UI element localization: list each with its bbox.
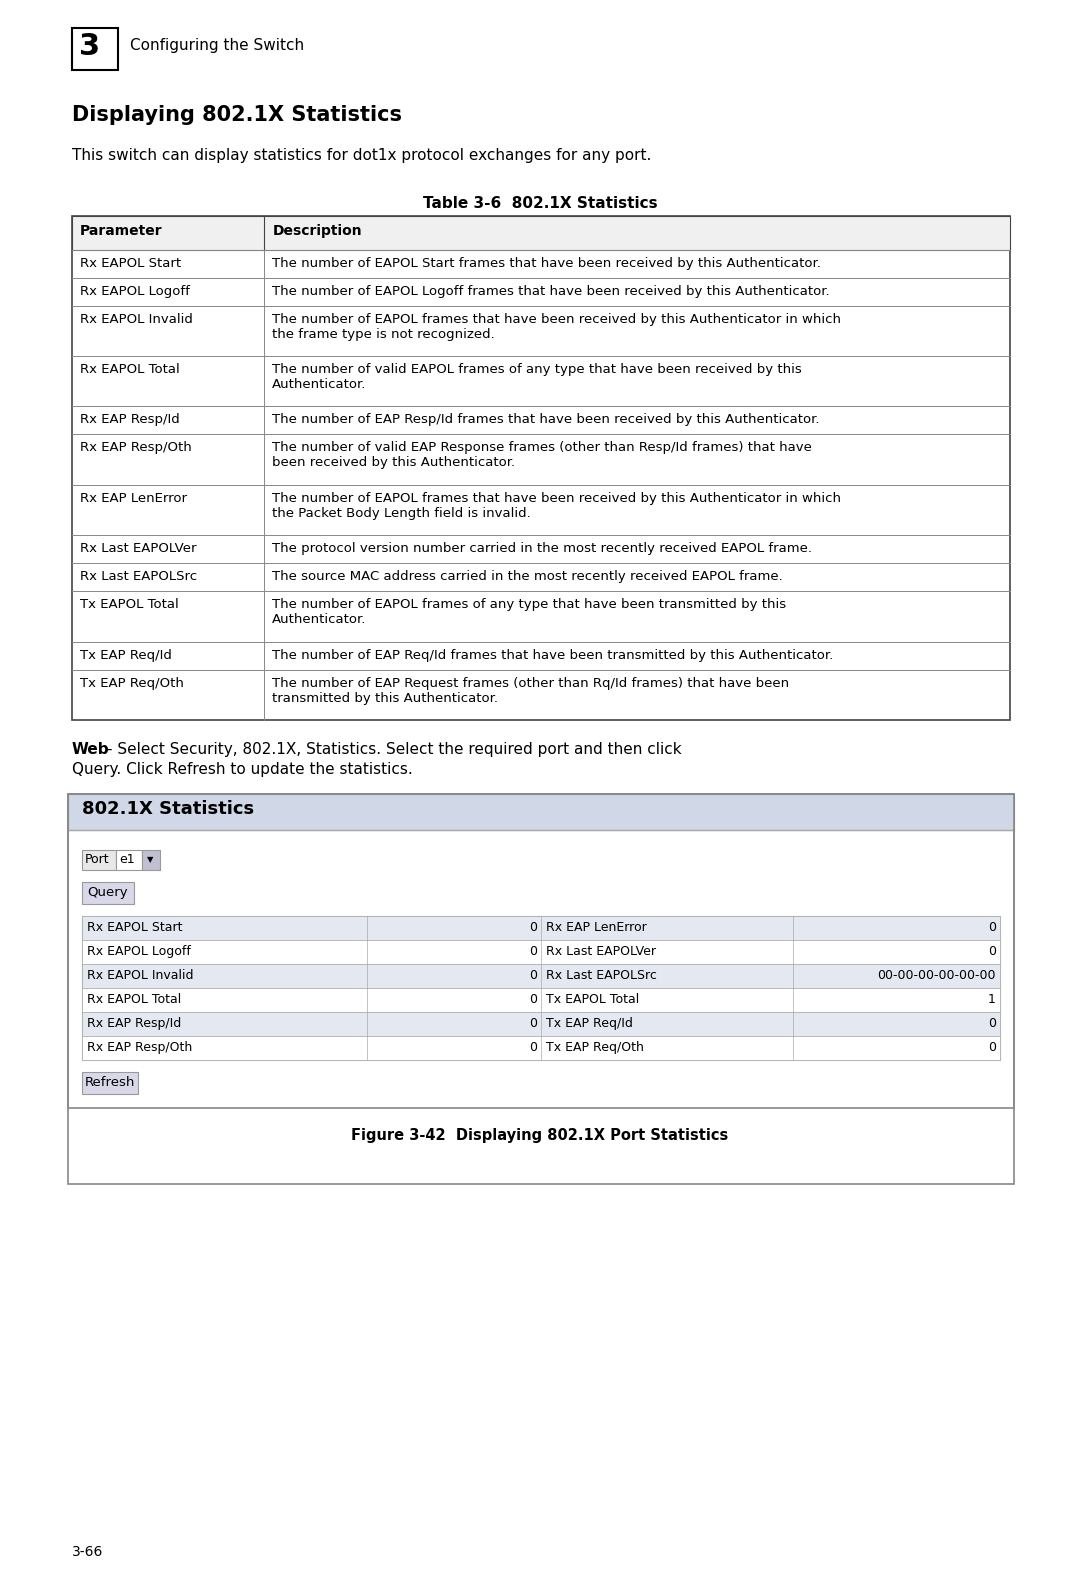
Text: The number of EAP Request frames (other than Rq/Id frames) that have been
transm: The number of EAP Request frames (other … xyxy=(272,677,789,705)
Text: 3: 3 xyxy=(79,31,100,61)
Text: Rx EAPOL Start: Rx EAPOL Start xyxy=(87,922,183,934)
Bar xyxy=(68,794,1014,1108)
Text: – Select Security, 802.1X, Statistics. Select the required port and then click: – Select Security, 802.1X, Statistics. S… xyxy=(100,743,681,757)
Bar xyxy=(82,988,1000,1013)
Text: Rx EAPOL Logoff: Rx EAPOL Logoff xyxy=(80,284,190,298)
Text: Rx EAPOL Total: Rx EAPOL Total xyxy=(87,992,181,1006)
Text: The protocol version number carried in the most recently received EAPOL frame.: The protocol version number carried in t… xyxy=(272,542,812,556)
Text: Rx Last EAPOLVer: Rx Last EAPOLVer xyxy=(546,945,656,958)
Text: 0: 0 xyxy=(988,922,996,934)
Text: 0: 0 xyxy=(529,945,537,958)
Text: ▼: ▼ xyxy=(147,856,153,864)
Bar xyxy=(82,940,1000,964)
Bar xyxy=(116,849,141,870)
Text: The number of EAPOL frames of any type that have been transmitted by this
Authen: The number of EAPOL frames of any type t… xyxy=(272,598,786,626)
Text: 802.1X Statistics: 802.1X Statistics xyxy=(82,801,254,818)
Text: Rx EAPOL Invalid: Rx EAPOL Invalid xyxy=(87,969,193,981)
Text: 0: 0 xyxy=(529,992,537,1006)
Text: 0: 0 xyxy=(988,1041,996,1053)
Bar xyxy=(82,915,1000,940)
Bar xyxy=(72,28,118,71)
Text: Configuring the Switch: Configuring the Switch xyxy=(130,38,305,53)
Bar xyxy=(82,964,1000,988)
Text: Rx EAP Resp/Id: Rx EAP Resp/Id xyxy=(80,413,179,427)
Bar xyxy=(72,217,1010,721)
Text: Tx EAP Req/Oth: Tx EAP Req/Oth xyxy=(546,1041,644,1053)
Text: Parameter: Parameter xyxy=(80,225,163,239)
Bar xyxy=(82,915,1000,1060)
Text: 0: 0 xyxy=(529,922,537,934)
Text: The number of EAPOL Start frames that have been received by this Authenticator.: The number of EAPOL Start frames that ha… xyxy=(272,256,821,270)
Bar xyxy=(82,1013,1000,1036)
Bar xyxy=(82,882,134,904)
Text: Rx EAPOL Start: Rx EAPOL Start xyxy=(80,256,181,270)
Text: The number of EAP Req/Id frames that have been transmitted by this Authenticator: The number of EAP Req/Id frames that hav… xyxy=(272,648,834,661)
Text: Rx Last EAPOLVer: Rx Last EAPOLVer xyxy=(80,542,197,556)
Text: Port: Port xyxy=(85,853,110,867)
Text: This switch can display statistics for dot1x protocol exchanges for any port.: This switch can display statistics for d… xyxy=(72,148,651,163)
Text: Tx EAP Req/Id: Tx EAP Req/Id xyxy=(80,648,172,661)
Text: 1: 1 xyxy=(988,992,996,1006)
Text: Rx EAP Resp/Oth: Rx EAP Resp/Oth xyxy=(80,441,192,454)
Text: Tx EAPOL Total: Tx EAPOL Total xyxy=(80,598,179,611)
Bar xyxy=(82,1036,1000,1060)
Text: Tx EAP Req/Id: Tx EAP Req/Id xyxy=(546,1017,633,1030)
Text: Query. Click Refresh to update the statistics.: Query. Click Refresh to update the stati… xyxy=(72,761,413,777)
Text: The number of EAPOL frames that have been received by this Authenticator in whic: The number of EAPOL frames that have bee… xyxy=(272,491,841,520)
Text: Tx EAPOL Total: Tx EAPOL Total xyxy=(546,992,639,1006)
Text: Rx EAP LenError: Rx EAP LenError xyxy=(546,922,647,934)
Text: e1: e1 xyxy=(119,853,135,867)
Text: Rx EAP LenError: Rx EAP LenError xyxy=(80,491,187,506)
Bar xyxy=(68,794,1014,831)
Text: The number of EAP Resp/Id frames that have been received by this Authenticator.: The number of EAP Resp/Id frames that ha… xyxy=(272,413,820,427)
Text: Rx EAP Resp/Id: Rx EAP Resp/Id xyxy=(87,1017,181,1030)
Text: The source MAC address carried in the most recently received EAPOL frame.: The source MAC address carried in the mo… xyxy=(272,570,783,582)
Text: 00-00-00-00-00-00: 00-00-00-00-00-00 xyxy=(877,969,996,981)
Text: The number of EAPOL Logoff frames that have been received by this Authenticator.: The number of EAPOL Logoff frames that h… xyxy=(272,284,829,298)
Text: Rx EAPOL Logoff: Rx EAPOL Logoff xyxy=(87,945,191,958)
Text: Displaying 802.1X Statistics: Displaying 802.1X Statistics xyxy=(72,105,402,126)
Bar xyxy=(82,849,116,870)
Text: 0: 0 xyxy=(988,1017,996,1030)
Text: 0: 0 xyxy=(529,1041,537,1053)
Bar xyxy=(141,849,160,870)
Bar xyxy=(72,28,76,71)
Text: Rx EAP Resp/Oth: Rx EAP Resp/Oth xyxy=(87,1041,192,1053)
Text: Rx EAPOL Total: Rx EAPOL Total xyxy=(80,363,179,375)
Text: 0: 0 xyxy=(529,1017,537,1030)
Text: Table 3-6  802.1X Statistics: Table 3-6 802.1X Statistics xyxy=(422,196,658,210)
Text: Tx EAP Req/Oth: Tx EAP Req/Oth xyxy=(80,677,184,689)
Text: 0: 0 xyxy=(988,945,996,958)
Text: The number of EAPOL frames that have been received by this Authenticator in whic: The number of EAPOL frames that have bee… xyxy=(272,312,841,341)
Bar xyxy=(68,794,1014,1184)
Text: Rx Last EAPOLSrc: Rx Last EAPOLSrc xyxy=(80,570,198,582)
Text: Rx EAPOL Invalid: Rx EAPOL Invalid xyxy=(80,312,193,325)
Bar xyxy=(82,1072,138,1094)
Text: Web: Web xyxy=(72,743,110,757)
Text: Rx Last EAPOLSrc: Rx Last EAPOLSrc xyxy=(546,969,657,981)
Text: The number of valid EAPOL frames of any type that have been received by this
Aut: The number of valid EAPOL frames of any … xyxy=(272,363,802,391)
Text: Description: Description xyxy=(272,225,362,239)
Text: 0: 0 xyxy=(529,969,537,981)
Text: 3-66: 3-66 xyxy=(72,1545,104,1559)
Text: Query: Query xyxy=(87,885,129,900)
Text: Figure 3-42  Displaying 802.1X Port Statistics: Figure 3-42 Displaying 802.1X Port Stati… xyxy=(351,1127,729,1143)
Text: The number of valid EAP Response frames (other than Resp/Id frames) that have
be: The number of valid EAP Response frames … xyxy=(272,441,812,469)
Text: Refresh: Refresh xyxy=(85,1075,135,1090)
Bar xyxy=(72,217,1010,250)
